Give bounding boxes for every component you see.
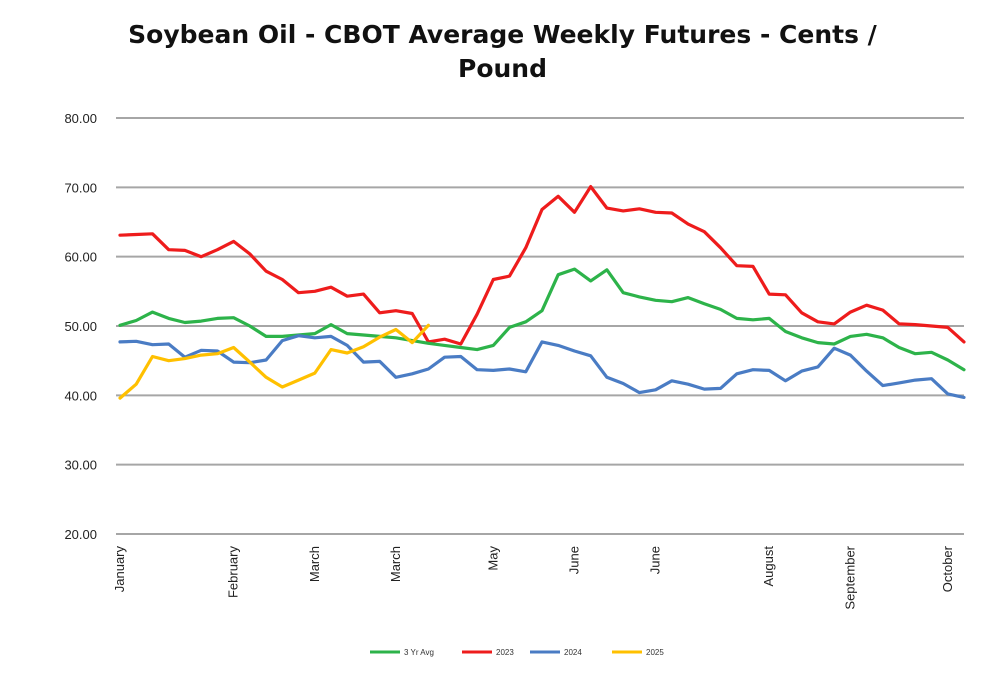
chart-title: Soybean Oil - CBOT Average Weekly Future… <box>0 18 1005 86</box>
series-line <box>118 323 430 400</box>
y-tick-label: 60.00 <box>64 250 97 265</box>
x-tick-label: June <box>648 546 663 574</box>
x-tick-label: February <box>226 546 241 599</box>
x-tick-label: June <box>566 546 581 574</box>
series-line <box>118 185 966 346</box>
y-tick-label: 20.00 <box>64 527 97 542</box>
x-tick-label: August <box>761 546 776 587</box>
x-tick-label: March <box>307 546 322 582</box>
legend-label: 2023 <box>496 648 514 657</box>
series-line <box>118 334 966 399</box>
x-tick-label: October <box>940 545 955 592</box>
chart-title-line-2: Pound <box>458 54 547 83</box>
y-tick-label: 30.00 <box>64 458 97 473</box>
y-tick-label: 40.00 <box>64 388 97 403</box>
x-tick-label: January <box>112 546 127 593</box>
legend-label: 2024 <box>564 648 582 657</box>
y-tick-label: 70.00 <box>64 180 97 195</box>
legend-label: 2025 <box>646 648 664 657</box>
x-tick-label: March <box>388 546 403 582</box>
chart-title-line-1: Soybean Oil - CBOT Average Weekly Future… <box>128 20 877 49</box>
series-line <box>118 267 966 372</box>
y-tick-label: 80.00 <box>64 111 97 126</box>
legend-label: 3 Yr Avg <box>404 648 434 657</box>
x-tick-label: September <box>842 545 857 609</box>
y-tick-label: 50.00 <box>64 319 97 334</box>
x-tick-label: May <box>485 546 500 571</box>
